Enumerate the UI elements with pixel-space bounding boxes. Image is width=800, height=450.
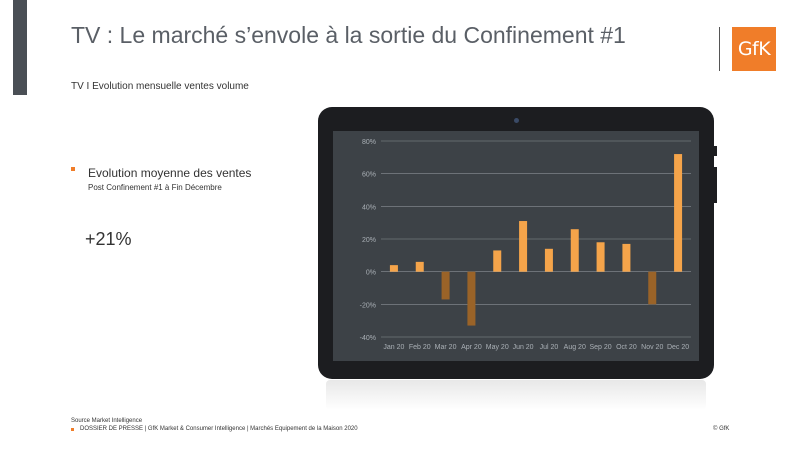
bar	[544, 248, 553, 272]
bar-chart: -40% -20% 0% 20% 40% 60% 80% Jan 20 Feb 20 Mar 20…	[360, 139, 691, 351]
y-tick-label: 60%	[362, 172, 376, 179]
y-tick-label: -40%	[360, 335, 376, 342]
bar	[467, 271, 476, 326]
gfk-logo: GfK	[732, 27, 776, 71]
x-tick-label: Sep 20	[589, 344, 611, 351]
tablet-side-button	[714, 146, 717, 156]
bar	[493, 250, 502, 272]
x-tick-label: Feb 20	[409, 344, 431, 351]
bar	[570, 229, 579, 272]
x-tick-label: Apr 20	[461, 344, 482, 351]
bar	[674, 154, 683, 272]
left-accent-bar	[13, 0, 27, 95]
metric-value: +21%	[85, 229, 132, 249]
bar	[519, 221, 528, 272]
bar	[622, 243, 631, 272]
x-tick-label: Mar 20	[435, 344, 457, 351]
metric-label: Evolution moyenne des ventes	[88, 166, 252, 180]
x-tick-label: Nov 20	[641, 344, 663, 351]
logo-divider	[719, 27, 720, 71]
footer-text: DOSSIER DE PRESSE | GfK Market & Consume…	[80, 426, 358, 432]
tablet-screen: -40% -20% 0% 20% 40% 60% 80% Jan 20 Feb 20 Mar 20…	[333, 131, 699, 361]
camera-icon	[514, 118, 519, 123]
chart-subtitle: TV I Evolution mensuelle ventes volume	[71, 81, 249, 92]
metric-sublabel: Post Confinement #1 à Fin Décembre	[88, 183, 222, 192]
y-tick-label: 20%	[362, 237, 376, 244]
bar	[415, 261, 424, 272]
y-tick-label: 40%	[362, 204, 376, 211]
x-tick-label: Jan 20	[383, 344, 404, 351]
tablet-volume-button	[714, 167, 717, 203]
page-title: TV : Le marché s’envole à la sortie du C…	[71, 22, 626, 48]
bar	[648, 271, 657, 305]
footer-source: Source Market Intelligence	[71, 418, 143, 424]
bullet-icon	[71, 167, 75, 171]
x-tick-label: Aug 20	[564, 344, 586, 351]
bar	[596, 242, 605, 272]
x-tick-label: May 20	[486, 344, 509, 351]
x-tick-label: Oct 20	[616, 344, 637, 351]
tablet-frame: -40% -20% 0% 20% 40% 60% 80% Jan 20 Feb 20 Mar 20…	[318, 107, 714, 379]
x-tick-label: Jul 20	[540, 344, 559, 351]
x-tick-label: Jun 20	[513, 344, 534, 351]
footer-bullet-icon	[71, 428, 74, 431]
x-tick-label: Dec 20	[667, 344, 689, 351]
y-tick-label: 0%	[366, 270, 376, 277]
tablet-reflection	[326, 380, 706, 410]
bar	[441, 271, 450, 300]
y-tick-label: -20%	[360, 302, 376, 309]
bar	[389, 265, 398, 272]
y-tick-label: 80%	[362, 139, 376, 146]
footer-copyright: © GfK	[713, 426, 730, 432]
